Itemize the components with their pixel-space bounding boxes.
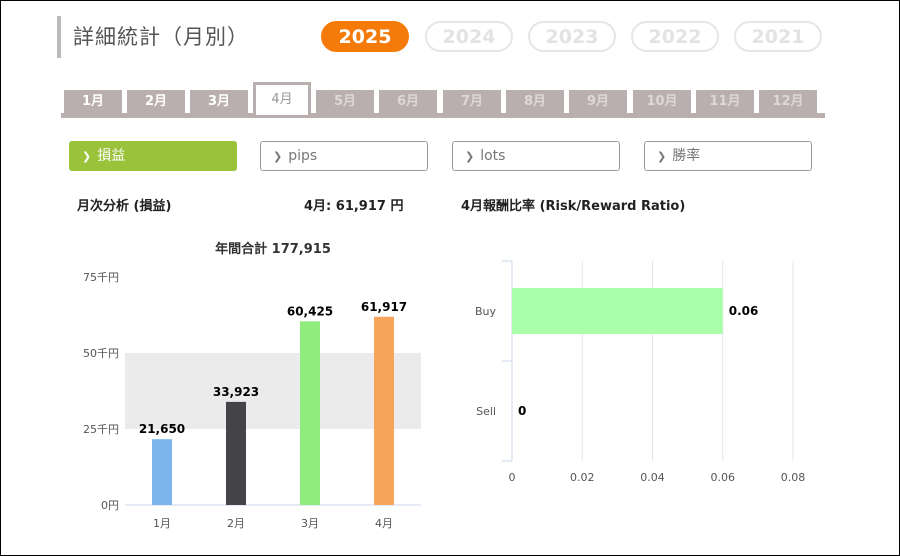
- chevron-right-icon: ❯: [273, 150, 283, 163]
- x-tick-label: 1月: [153, 517, 171, 530]
- tab-month-11[interactable]: 11月: [696, 90, 754, 113]
- tab-month-7[interactable]: 7月: [443, 90, 501, 113]
- risk-reward-title: 4月報酬比率 (Risk/Reward Ratio): [461, 199, 686, 214]
- month-tabs: 1月 2月 3月 4月 5月 6月 7月 8月 9月 10月 11月 12月: [61, 82, 825, 118]
- filter-button-profit[interactable]: ❯ 損益: [69, 141, 237, 171]
- tab-month-1[interactable]: 1月: [64, 90, 122, 113]
- filter-button-lots[interactable]: ❯ lots: [452, 141, 620, 171]
- bar-value-label: 21,650: [139, 422, 185, 436]
- chevron-right-icon: ❯: [82, 150, 92, 163]
- year-button-2021[interactable]: 2021: [734, 21, 822, 52]
- month-profit-value: 4月: 61,917 円: [304, 199, 404, 214]
- plot-band: [125, 353, 421, 429]
- x-tick-label: 2月: [227, 517, 245, 530]
- bar: [374, 316, 394, 505]
- x-tick-label: 4月: [375, 517, 393, 530]
- filter-label: 損益: [97, 148, 126, 164]
- bar: [226, 401, 246, 505]
- filter-label: 勝率: [672, 148, 701, 164]
- page-title-bar: 詳細統計（月別）: [57, 16, 249, 58]
- filter-button-pips[interactable]: ❯ pips: [260, 141, 428, 171]
- tab-month-10[interactable]: 10月: [633, 90, 691, 113]
- bar: [152, 439, 172, 505]
- x-tick-label: 0.02: [570, 471, 595, 484]
- x-tick-label: 3月: [301, 517, 319, 530]
- x-tick-label: 0: [509, 471, 516, 484]
- x-tick-label: 0.08: [781, 471, 806, 484]
- filter-button-winrate[interactable]: ❯ 勝率: [644, 141, 812, 171]
- month-tabs-baseline: [61, 113, 825, 118]
- x-tick-label: 0.06: [711, 471, 736, 484]
- year-button-2022[interactable]: 2022: [631, 21, 719, 52]
- y-category-label: Buy: [475, 305, 497, 318]
- tab-month-9[interactable]: 9月: [569, 90, 627, 113]
- bar-value-label: 0: [518, 404, 526, 418]
- tab-month-8[interactable]: 8月: [506, 90, 564, 113]
- y-category-label: Sell: [476, 405, 496, 418]
- bar: [300, 321, 320, 505]
- tab-month-4[interactable]: 4月: [253, 82, 311, 115]
- monthly-profit-chart: 0円 25千円 50千円 75千円 年間合計 177,915 21,650 1月 33,923…: [83, 241, 421, 530]
- filter-label: lots: [480, 148, 506, 164]
- page-title: 詳細統計（月別）: [73, 25, 249, 49]
- year-button-2025[interactable]: 2025: [321, 21, 409, 52]
- year-button-2024[interactable]: 2024: [425, 21, 513, 52]
- tab-month-5[interactable]: 5月: [316, 90, 374, 113]
- year-button-2023[interactable]: 2023: [528, 21, 616, 52]
- chevron-right-icon: ❯: [465, 150, 475, 163]
- y-tick-label: 25千円: [83, 423, 119, 436]
- tab-month-6[interactable]: 6月: [379, 90, 437, 113]
- tab-month-12[interactable]: 12月: [759, 90, 817, 113]
- bar-value-label: 0.06: [729, 304, 759, 318]
- bar-value-label: 33,923: [213, 385, 259, 399]
- y-tick-label: 75千円: [83, 271, 119, 284]
- bar-value-label: 60,425: [287, 304, 333, 318]
- tab-month-2[interactable]: 2月: [127, 90, 185, 113]
- y-tick-label: 0円: [101, 499, 119, 512]
- x-tick-label: 0.04: [640, 471, 665, 484]
- filter-label: pips: [288, 148, 318, 164]
- chart-title: 年間合計 177,915: [215, 241, 331, 257]
- tab-month-3[interactable]: 3月: [190, 90, 248, 113]
- bar-value-label: 61,917: [361, 300, 407, 314]
- y-tick-label: 50千円: [83, 347, 119, 360]
- bar: [512, 288, 723, 334]
- risk-reward-chart: 0 0.02 0.04 0.06 0.08 Buy 0.06 Sell 0: [475, 260, 806, 484]
- chevron-right-icon: ❯: [657, 150, 667, 163]
- monthly-analysis-title: 月次分析 (損益): [77, 199, 172, 214]
